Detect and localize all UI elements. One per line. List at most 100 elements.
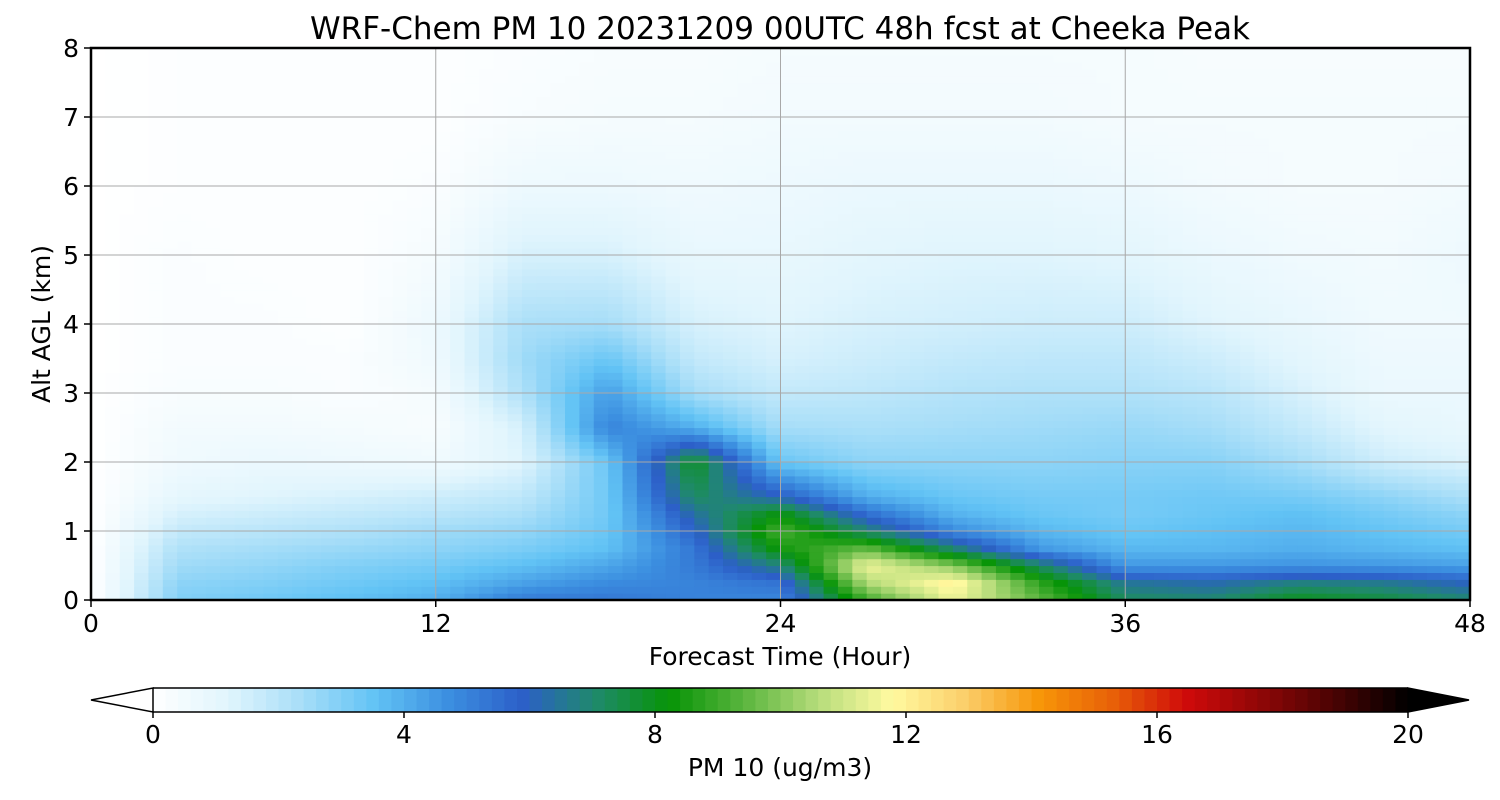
heat-cell [665,261,681,270]
heat-cell [1455,351,1471,360]
heat-cell [162,496,178,504]
heat-cell [895,593,911,601]
heat-cell [593,468,609,477]
heat-cell [306,282,322,291]
heat-cell [708,330,724,339]
heat-cell [823,496,839,504]
heat-cell [1268,303,1284,311]
heat-cell [1110,241,1126,249]
heat-cell [1139,551,1155,560]
heat-cell [866,572,882,580]
heat-cell [1168,448,1184,456]
heat-cell [292,496,308,504]
heat-cell [234,510,250,518]
heat-cell [349,296,365,304]
heat-cell [723,489,738,498]
heat-cell [1240,303,1256,311]
heat-cell [1254,572,1270,580]
heat-cell [780,330,796,339]
heat-cell [780,275,796,284]
heat-cell [694,420,710,429]
heat-cell [320,517,336,525]
heat-cell [1182,337,1198,346]
heat-cell [450,427,466,435]
heat-cell [1010,544,1026,553]
heat-cell [1110,482,1126,491]
heat-cell [1082,393,1098,401]
heat-cell [1125,524,1141,532]
heat-cell [1369,337,1385,346]
heat-cell [1268,413,1284,422]
heat-cell [1125,399,1141,408]
heat-cell [148,248,164,256]
heat-cell [450,551,466,560]
heat-cell [895,241,911,249]
heat-cell [1039,468,1055,477]
heat-cell [1254,510,1270,518]
heat-cell [981,372,997,380]
heat-cell [981,544,997,553]
heat-cell [809,517,825,525]
heat-cell [191,565,207,573]
heat-cell [909,379,925,387]
heat-cell [220,565,236,573]
heat-cell [1268,558,1284,567]
heat-cell [277,468,293,477]
heat-cell [651,303,667,311]
heat-cell [1139,310,1155,318]
heat-cell [1125,482,1141,491]
heat-cell [407,434,422,442]
heat-cell [967,268,983,277]
heat-cell [866,365,882,373]
heat-cell [1426,399,1442,408]
heat-cell [306,462,322,470]
heat-cell [751,496,767,504]
heat-cell [306,351,322,360]
heat-cell [378,324,394,332]
heat-cell [105,434,121,442]
heat-cell [292,413,308,422]
heat-cell [579,434,595,442]
heat-cell [1010,261,1026,270]
heat-cell [1369,448,1385,456]
heat-cell [421,310,437,318]
heat-cell [852,531,868,539]
heat-cell [1355,462,1371,470]
heat-cell [1355,330,1371,339]
heat-cell [737,427,753,435]
heat-cell [105,344,121,353]
heat-cell [1311,337,1327,346]
heat-cell [679,496,695,504]
heat-cell [1426,537,1442,546]
heat-cell [636,496,652,504]
heat-cell [1110,386,1126,394]
heat-cell [435,379,451,387]
heat-cell [651,365,667,373]
heat-cell [823,399,839,408]
heat-cell [320,241,336,249]
heat-cell [809,261,825,270]
heat-cell [1024,393,1040,401]
heat-cell [435,531,451,539]
heat-cell [1426,510,1442,518]
heat-cell [478,468,494,477]
heat-cell [191,275,207,284]
heat-cell [1168,365,1184,373]
heat-cell [234,241,250,249]
heat-cell [593,462,609,470]
heat-cell [1197,593,1213,601]
heat-cell [794,303,810,311]
heat-cell [292,551,308,560]
heat-cell [392,434,408,442]
heat-cell [521,572,537,580]
heat-cell [780,455,796,463]
heat-cell [737,434,753,442]
heat-cell [708,289,724,297]
heat-cell [378,517,394,525]
heat-cell [119,448,135,456]
heat-cell [837,468,853,477]
heat-cell [679,282,695,291]
heat-cell [1182,386,1198,394]
heat-cell [1426,434,1442,442]
heat-cell [205,296,221,304]
